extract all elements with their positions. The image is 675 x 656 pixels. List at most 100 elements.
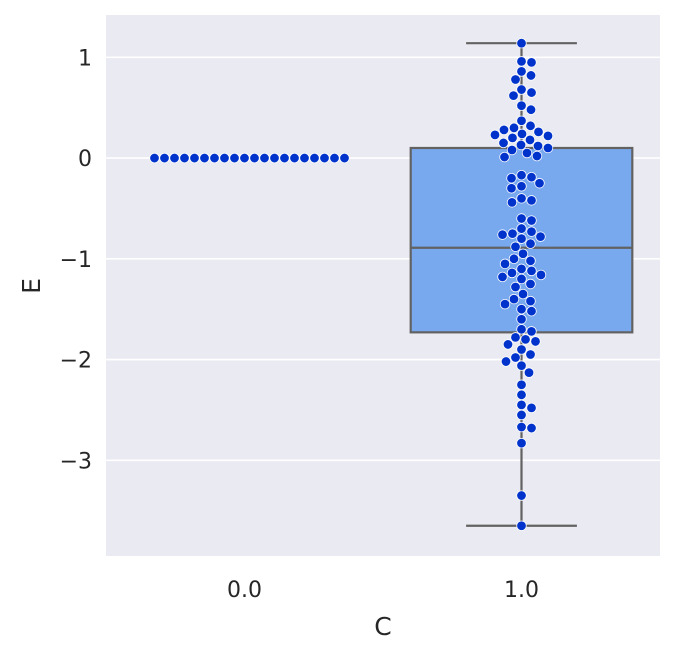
x-axis-label: C bbox=[374, 612, 391, 641]
swarm-point-105 bbox=[516, 389, 527, 401]
swarm-point-73 bbox=[517, 248, 529, 259]
swarm-point-8 bbox=[199, 152, 210, 164]
swarm-point-9 bbox=[289, 152, 300, 164]
swarm-point-93 bbox=[526, 326, 537, 337]
swarm-point-44 bbox=[507, 132, 518, 144]
swarm-point-40 bbox=[533, 126, 544, 138]
swarm-point-32 bbox=[526, 87, 537, 98]
swarm-point-24 bbox=[239, 152, 250, 164]
swarm-points bbox=[149, 38, 554, 531]
swarm-point-75 bbox=[525, 255, 536, 267]
swarm-point-107 bbox=[526, 402, 537, 414]
swarm-point-77 bbox=[516, 263, 527, 275]
swarm-point-5 bbox=[269, 152, 280, 164]
swarm-point-57 bbox=[534, 178, 545, 189]
swarm-point-111 bbox=[516, 437, 527, 449]
y-tick-label-2: −1 bbox=[60, 248, 92, 273]
swarm-point-65 bbox=[516, 223, 527, 234]
swarm-point-69 bbox=[535, 231, 546, 242]
swarm-point-41 bbox=[516, 128, 528, 140]
swarm-point-26 bbox=[516, 56, 527, 67]
swarm-point-74 bbox=[508, 253, 520, 265]
swarm-point-102 bbox=[516, 360, 527, 371]
swarm-point-101 bbox=[500, 356, 512, 367]
swarm-point-100 bbox=[510, 352, 521, 363]
swarm-point-6 bbox=[209, 152, 220, 164]
swarm-point-76 bbox=[499, 258, 511, 270]
swarm-point-92 bbox=[516, 324, 527, 335]
swarm-point-17 bbox=[329, 152, 340, 164]
swarm-point-54 bbox=[516, 169, 527, 181]
swarm-point-56 bbox=[506, 173, 517, 184]
swarm-point-28 bbox=[516, 66, 527, 77]
swarm-point-99 bbox=[525, 349, 536, 360]
swarm-point-62 bbox=[506, 197, 518, 208]
swarm-point-94 bbox=[510, 332, 521, 343]
swarm-point-72 bbox=[510, 241, 521, 252]
swarm-point-30 bbox=[510, 74, 521, 85]
swarm-point-88 bbox=[499, 298, 511, 310]
swarm-point-85 bbox=[517, 288, 529, 300]
swarm-point-4 bbox=[219, 152, 230, 164]
swarm-point-106 bbox=[516, 399, 527, 411]
y-tick-label-3: −2 bbox=[60, 349, 92, 374]
swarm-point-35 bbox=[525, 104, 537, 115]
swarm-point-78 bbox=[526, 265, 537, 277]
swarm-point-110 bbox=[526, 422, 537, 434]
swarm-point-67 bbox=[507, 228, 518, 239]
swarm-point-51 bbox=[521, 147, 533, 159]
swarm-point-97 bbox=[502, 339, 514, 350]
swarm-point-52 bbox=[531, 150, 543, 162]
y-tick-label-0: 1 bbox=[78, 46, 92, 71]
swarm-point-33 bbox=[508, 90, 519, 101]
y-axis-label: E bbox=[17, 278, 46, 294]
swarm-point-16 bbox=[159, 152, 170, 164]
swarm-point-90 bbox=[526, 305, 537, 317]
swarm-point-7 bbox=[279, 152, 290, 164]
swarm-point-108 bbox=[516, 409, 527, 421]
swarm-point-104 bbox=[516, 379, 527, 390]
swarm-point-68 bbox=[497, 229, 508, 240]
swarm-point-87 bbox=[525, 295, 536, 307]
swarm-point-84 bbox=[510, 281, 521, 293]
swarm-point-49 bbox=[542, 142, 554, 154]
swarm-point-86 bbox=[508, 293, 520, 305]
swarm-point-53 bbox=[499, 151, 510, 163]
swarm-point-18 bbox=[149, 152, 160, 164]
swarm-point-82 bbox=[516, 273, 527, 285]
swarm-point-37 bbox=[525, 120, 536, 132]
swarm-point-10 bbox=[189, 152, 200, 164]
swarm-point-15 bbox=[319, 152, 330, 164]
swarm-point-60 bbox=[516, 193, 527, 204]
swarm-point-25 bbox=[516, 38, 527, 49]
swarm-point-79 bbox=[506, 267, 518, 279]
swarm-point-55 bbox=[526, 171, 537, 183]
swarm-point-39 bbox=[498, 124, 510, 136]
swarm-point-61 bbox=[526, 195, 537, 206]
y-tick-labels: 1 0 −1 −2 −3 bbox=[60, 46, 92, 474]
swarm-point-63 bbox=[516, 213, 527, 224]
swarm-point-81 bbox=[497, 271, 508, 283]
swarm-point-13 bbox=[309, 152, 320, 164]
swarm-point-50 bbox=[506, 144, 518, 156]
swarm-point-19 bbox=[339, 152, 350, 164]
swarm-point-59 bbox=[506, 183, 517, 194]
swarm-point-103 bbox=[523, 367, 535, 378]
swarm-point-98 bbox=[516, 344, 527, 355]
swarm-point-1 bbox=[249, 152, 260, 164]
swarm-point-58 bbox=[516, 181, 527, 192]
swarm-point-80 bbox=[535, 269, 547, 281]
swarm-point-91 bbox=[516, 314, 527, 325]
swarm-point-71 bbox=[525, 238, 536, 249]
swarm-point-3 bbox=[259, 152, 270, 164]
y-tick-label-1: 0 bbox=[78, 147, 92, 172]
swarm-point-12 bbox=[179, 152, 190, 164]
swarm-point-96 bbox=[530, 336, 541, 347]
swarm-point-109 bbox=[516, 421, 527, 433]
swarm-point-36 bbox=[516, 115, 527, 126]
swarm-point-43 bbox=[542, 130, 554, 142]
x-tick-labels: 0.0 1.0 bbox=[227, 578, 539, 603]
swarm-point-31 bbox=[516, 84, 527, 95]
x-tick-label-0: 0.0 bbox=[227, 578, 262, 603]
